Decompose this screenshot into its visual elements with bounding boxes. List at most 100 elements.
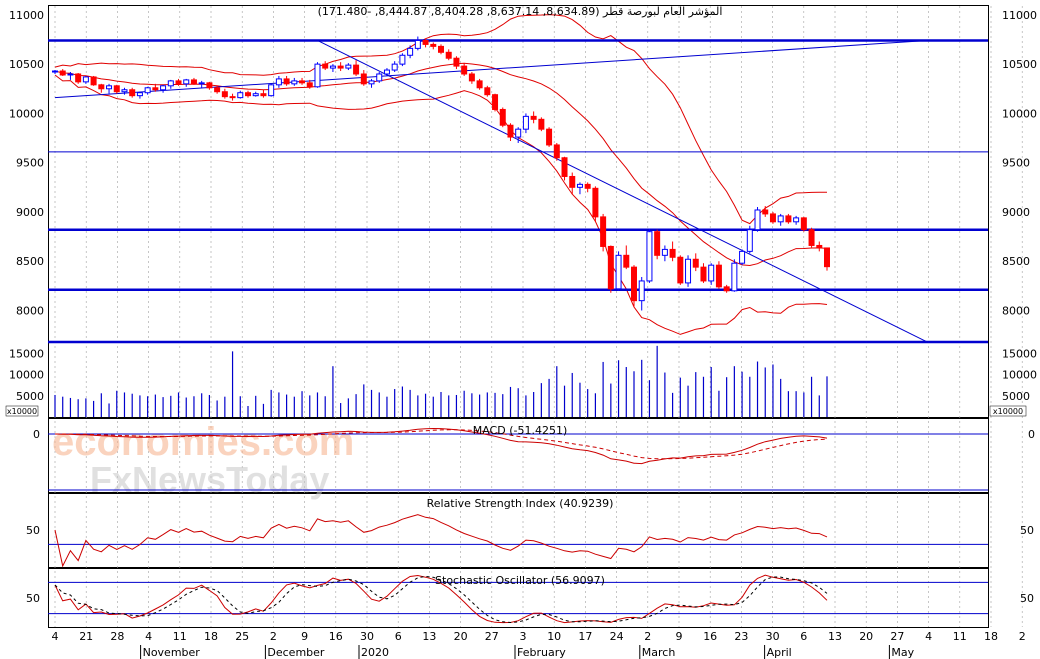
candle-body [167,80,174,87]
candle-body [746,229,753,252]
candle-body [438,45,444,53]
volume-tick-left: 5000 [16,390,44,403]
month-label: May [891,646,914,659]
month-label: April [767,646,792,659]
candle-body [600,216,607,247]
x-tick-label: 20 [454,630,468,643]
candle-body [576,183,583,188]
candle-body [152,87,159,91]
x-tick-label: 16 [703,630,717,643]
x-tick-label: 13 [422,630,436,643]
watermark-fxnewstoday: FxNewsToday [90,459,329,500]
x-tick-label: 30 [766,630,780,643]
candle-body [376,73,383,82]
candle-body [592,187,599,218]
candle-body [160,85,167,91]
candle-body [414,39,421,49]
candle-body [762,209,769,215]
candle-body [306,82,313,88]
candle-body [391,63,398,71]
candle-body [98,84,105,90]
candle-body [715,264,722,288]
watermark-economies: economies.com [52,420,354,464]
candle-body [82,76,89,83]
candle-body [430,43,437,47]
candle-body [75,73,82,83]
candle-body [654,231,661,256]
candle-body [584,183,591,189]
candle-body [553,144,560,159]
candle-body [631,266,637,302]
price-tick-left: 11000 [9,9,44,22]
price-tick-right: 10000 [1002,107,1037,120]
candle-body [183,79,190,85]
candle-body [661,248,668,256]
candle-body [144,87,151,94]
macd-title: MACD (-51.4251) [473,424,568,437]
month-label: December [267,646,325,659]
candle-body [785,215,792,223]
x-tick-label: 23 [734,630,748,643]
x-tick-label: 18 [984,630,998,643]
rsi-panel [48,514,988,568]
macd-tick-left: 0 [33,428,40,441]
month-label: November [143,646,201,659]
volume-tick-right: 5000 [1002,390,1030,403]
candle-body [515,128,522,138]
candle-body [337,65,344,69]
candle-body [492,94,499,110]
macd-line [54,427,828,465]
candle-body [793,217,800,223]
month-label: March [642,646,676,659]
candle-body [291,80,298,85]
macd-tick-right: 0 [1028,428,1035,441]
candle-body [461,65,468,75]
x-tick-label: 4 [925,630,932,643]
candle-body [198,82,205,85]
candle-body [206,82,213,89]
candle-body [569,175,576,188]
stochastic-title: Stochastic Oscillator (56.9097) [435,574,605,587]
trendline [54,39,928,99]
x-tick-label: 6 [395,630,402,643]
x-tick-label: 13 [828,630,842,643]
candle-body [538,118,545,130]
price-tick-left: 8000 [16,305,44,318]
candle-body [121,89,128,93]
candle-body [67,73,74,76]
x-tick-label: 3 [520,630,527,643]
rsi-tick-right: 50 [1020,524,1034,537]
candle-body [175,80,182,85]
candle-body [476,80,483,89]
vertical-gridlines [54,6,1023,627]
bollinger-upper [54,14,827,225]
candle-body [453,57,460,67]
x-tick-label: 4 [145,630,152,643]
candle-body [754,209,761,231]
candle-body [546,128,553,146]
candle-body [677,256,684,284]
price-tick-right: 9000 [1002,206,1030,219]
stoch-k-line [54,574,828,624]
candle-body [399,54,406,65]
candle-body [368,80,375,85]
x-tick-label: 6 [800,630,807,643]
candle-body [739,250,746,264]
candle-body [731,262,738,292]
price-tick-left: 10000 [9,107,44,120]
candle-body [283,78,290,85]
candle-body [229,96,236,99]
candle-body [808,229,815,246]
candle-body [607,245,614,290]
stochastic-panel [48,574,988,624]
rsi-title: Relative Strength Index (40.9239) [427,497,614,510]
candle-body [769,213,776,223]
stoch-tick-right: 50 [1020,592,1034,605]
volume-unit-right: x10000 [993,407,1023,416]
volume-tick-left: 15000 [9,347,44,360]
x-tick-label: 20 [859,630,873,643]
trendline [317,40,928,343]
volume-tick-right: 10000 [1002,369,1037,382]
candle-body [260,93,267,97]
